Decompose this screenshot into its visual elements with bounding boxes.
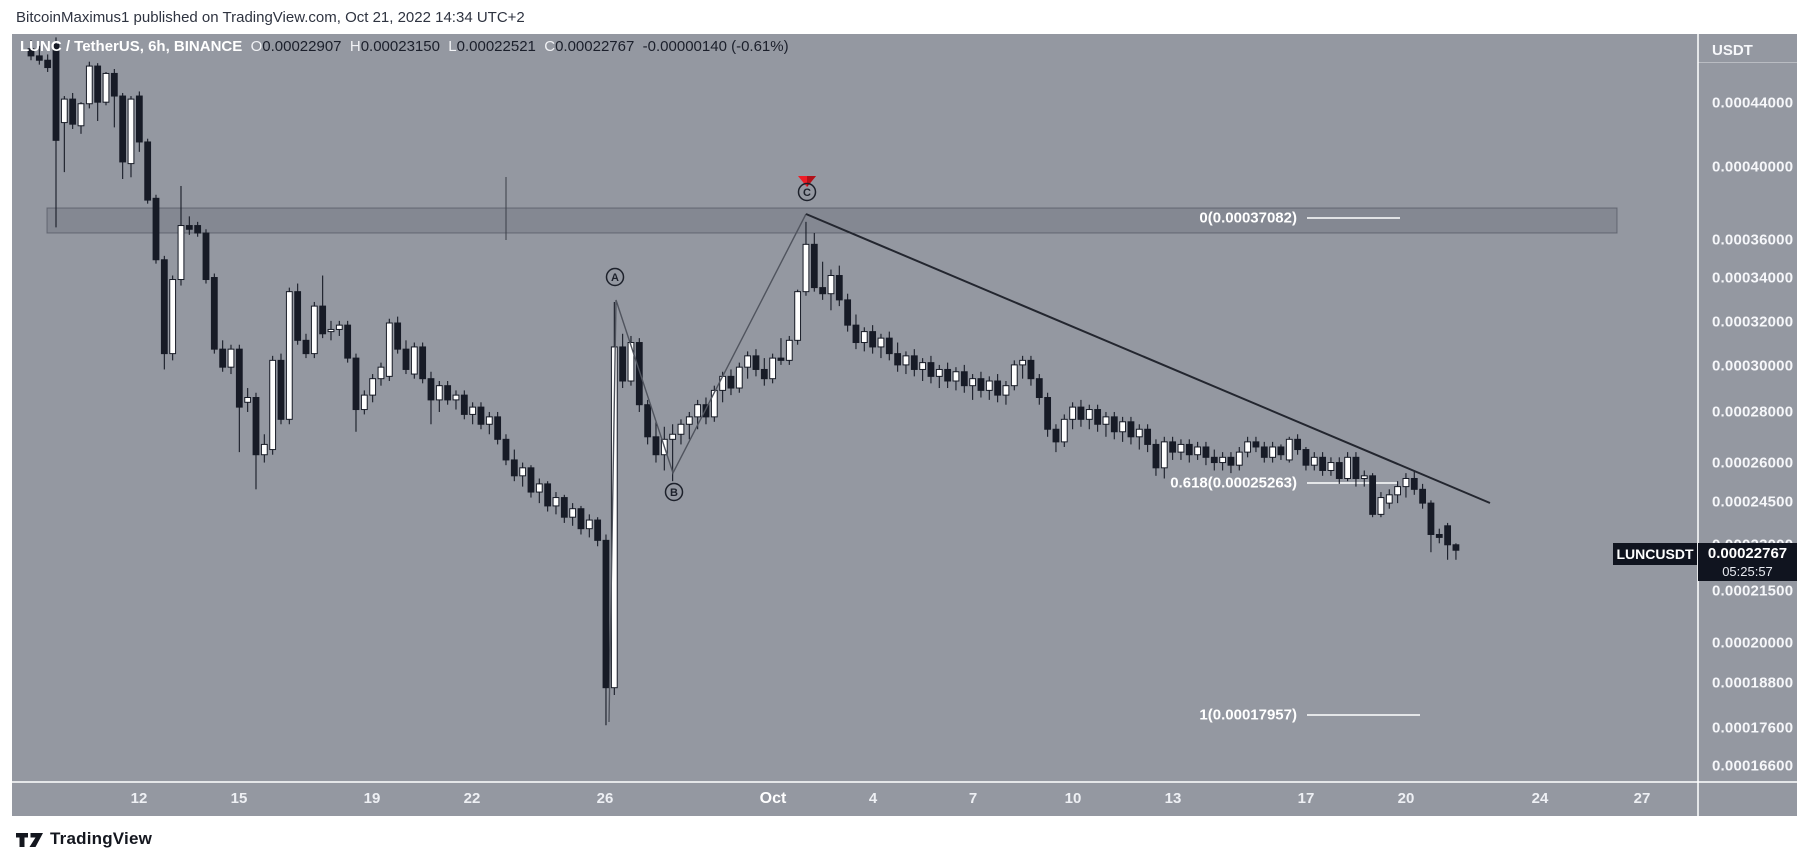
tradingview-watermark-text: TradingView (50, 829, 153, 848)
price-tick-6: 0.00028000 (1712, 403, 1794, 421)
price-tick-5: 0.00030000 (1712, 357, 1794, 375)
price-tick-10: 0.00021500 (1712, 582, 1794, 600)
time-tick-15: 15 (230, 790, 248, 807)
wave-circle-A[interactable] (605, 267, 625, 287)
fib-label-0: 0(0.00037082) (1199, 209, 1297, 227)
time-tick-20: 20 (1397, 790, 1415, 807)
last-price-label: 0.00022767 05:25:57 (1698, 543, 1797, 581)
price-tick-11: 0.00020000 (1712, 634, 1794, 652)
close-value: 0.00022767 (555, 38, 635, 55)
price-tick-14: 0.00016600 (1712, 757, 1794, 775)
tradingview-watermark: TradingView (16, 829, 152, 849)
price-tick-1: 0.00040000 (1712, 158, 1794, 176)
fib-zero-band (46, 207, 1618, 234)
price-axis-divider (1698, 62, 1797, 63)
price-axis-currency: USDT (1712, 42, 1753, 59)
chart-legend[interactable]: LUNC / TetherUS, 6h, BINANCE O0.00022907… (20, 38, 789, 56)
attribution-text: BitcoinMaximus1 published on TradingView… (16, 9, 525, 26)
time-tick-27: 27 (1633, 790, 1651, 807)
high-letter: H (349, 38, 361, 55)
price-tick-4: 0.00032000 (1712, 313, 1794, 331)
attribution-bar: BitcoinMaximus1 published on TradingView… (0, 0, 1813, 34)
price-tick-3: 0.00034000 (1712, 269, 1794, 287)
wave-circle-C[interactable] (797, 182, 817, 202)
fib-label-1: 0.618(0.00025263) (1170, 474, 1297, 492)
price-tick-2: 0.00036000 (1712, 231, 1794, 249)
price-tick-8: 0.00024500 (1712, 493, 1794, 511)
time-tick-22: 22 (463, 790, 481, 807)
last-price-value: 0.00022767 (1707, 545, 1788, 562)
high-value: 0.00023150 (360, 38, 440, 55)
open-letter: O (250, 38, 263, 55)
wave-letter-C: C (803, 187, 811, 199)
price-tick-13: 0.00017600 (1712, 719, 1794, 737)
low-value: 0.00022521 (456, 38, 536, 55)
open-value: 0.00022907 (262, 38, 342, 55)
price-tick-0: 0.00044000 (1712, 94, 1794, 112)
chart-panel[interactable] (12, 34, 1797, 816)
time-tick-Oct: Oct (759, 790, 787, 807)
descending-trendline[interactable] (805, 213, 1491, 504)
candles-group[interactable] (27, 37, 1460, 726)
time-tick-4: 4 (868, 790, 878, 807)
price-tick-7: 0.00026000 (1712, 454, 1794, 472)
time-tick-17: 17 (1297, 790, 1315, 807)
time-tick-12: 12 (130, 790, 148, 807)
change-value: -0.00000140 (-0.61%) (642, 38, 789, 55)
elliott-zigzag-line[interactable] (608, 213, 807, 723)
time-tick-24: 24 (1531, 790, 1549, 807)
time-tick-10: 10 (1064, 790, 1082, 807)
tradingview-logo-icon (16, 832, 43, 847)
time-tick-13: 13 (1164, 790, 1182, 807)
symbol-price-tag: LUNCUSDT (1613, 543, 1697, 565)
bar-countdown: 05:25:57 (1722, 564, 1773, 579)
close-letter: C (544, 38, 556, 55)
price-tick-12: 0.00018800 (1712, 674, 1794, 692)
symbol-title: LUNC / TetherUS, 6h, BINANCE (20, 38, 243, 55)
wave-circle-B[interactable] (664, 482, 684, 502)
wave-letter-B: B (670, 487, 678, 499)
time-tick-7: 7 (968, 790, 978, 807)
time-tick-26: 26 (596, 790, 614, 807)
fib-label-2: 1(0.00017957) (1199, 706, 1297, 724)
wave-letter-A: A (611, 272, 619, 284)
low-letter: L (448, 38, 457, 55)
time-tick-19: 19 (363, 790, 381, 807)
